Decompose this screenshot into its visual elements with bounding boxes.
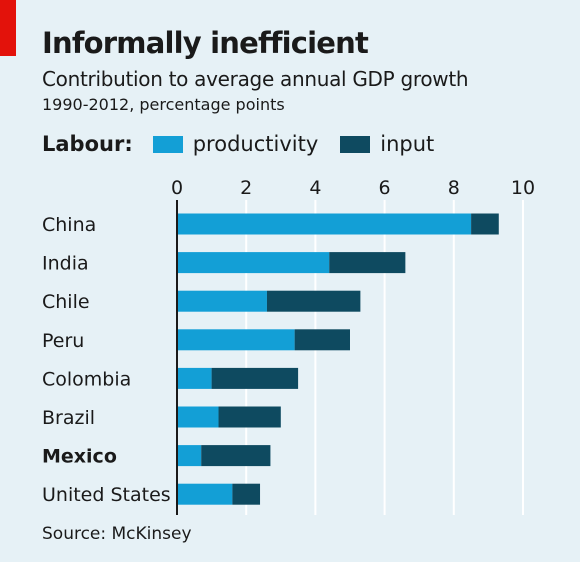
bar-input-colombia <box>211 367 299 389</box>
category-label: Colombia <box>42 368 131 390</box>
bar-input-brazil <box>218 406 281 428</box>
bar-productivity-chile <box>177 290 267 312</box>
source-note: Source: McKinsey <box>42 524 192 544</box>
legend-swatch-productivity <box>152 135 183 153</box>
chart-units: 1990-2012, percentage points <box>42 95 285 114</box>
category-label: United States <box>42 484 171 506</box>
category-label: Brazil <box>42 407 95 429</box>
bar-productivity-india <box>177 252 330 274</box>
legend: Labour: productivity input <box>42 130 456 158</box>
legend-label-input: input <box>380 132 435 156</box>
bar-input-united-states <box>232 483 261 505</box>
bar-input-india <box>329 252 406 274</box>
category-label: China <box>42 214 96 236</box>
chart-title: Informally inefficient <box>42 26 369 60</box>
category-label: Mexico <box>42 446 117 468</box>
legend-swatch-input <box>340 135 371 153</box>
legend-title: Labour: <box>42 132 133 156</box>
bar-productivity-mexico <box>177 445 202 467</box>
x-tick-label: 4 <box>309 177 321 199</box>
x-tick-label: 2 <box>240 177 252 199</box>
legend-label-productivity: productivity <box>192 132 319 156</box>
bar-input-chile <box>266 290 361 312</box>
x-tick-label: 8 <box>448 177 460 199</box>
x-tick-label: 6 <box>379 177 391 199</box>
bar-input-mexico <box>201 445 271 467</box>
chart-subtitle: Contribution to average annual GDP growt… <box>42 67 469 91</box>
bar-productivity-colombia <box>177 367 212 389</box>
x-tick-label: 10 <box>511 177 535 199</box>
category-label: India <box>42 253 89 275</box>
bar-productivity-united-states <box>177 483 233 505</box>
legend-item-productivity: productivity <box>152 132 319 156</box>
bar-productivity-peru <box>177 329 295 351</box>
legend-item-input: input <box>340 132 434 156</box>
bar-productivity-china <box>177 213 472 235</box>
bar-input-peru <box>294 329 350 351</box>
bar-input-china <box>471 213 499 235</box>
x-tick-label: 0 <box>171 177 183 199</box>
brand-tag <box>0 0 16 56</box>
bar-productivity-brazil <box>177 406 219 428</box>
category-label: Peru <box>42 330 84 352</box>
category-label: Chile <box>42 291 90 313</box>
